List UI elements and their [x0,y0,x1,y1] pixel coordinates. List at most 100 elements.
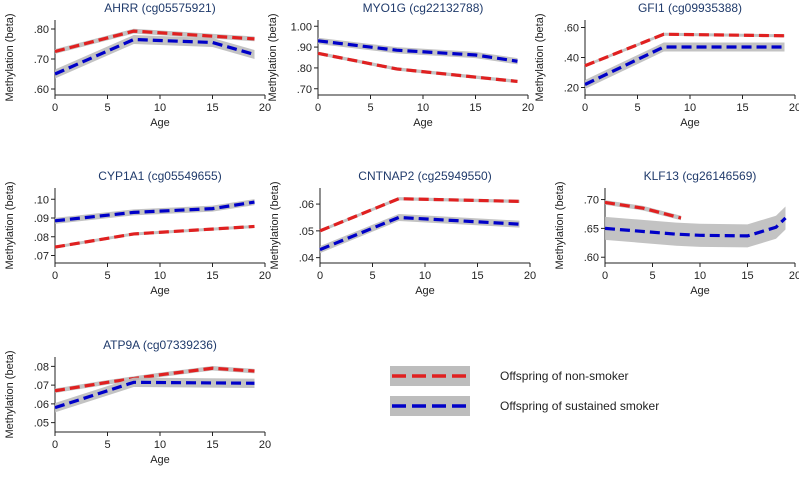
y-tick-label: .07 [34,380,49,392]
x-tick-label: 5 [369,270,375,282]
x-tick-label: 20 [259,102,271,114]
series-line-non-smoker [317,51,518,84]
series-line-sustained-smoker [319,215,520,252]
x-tick-label: 5 [104,439,110,451]
x-tick-label: 10 [684,102,696,114]
chart-title: AHRR (cg05575921) [104,1,215,15]
x-tick-label: 5 [104,102,110,114]
x-tick-label: 0 [602,270,608,282]
x-axis-label: Age [413,117,433,129]
y-tick-label: .04 [299,253,314,265]
y-tick-label: .60 [564,23,579,35]
ci-band-sustained-smoker [55,199,255,224]
x-axis-label: Age [150,454,170,466]
chart-title: GFI1 (cg09935388) [638,1,742,15]
series-line-non-smoker [54,224,255,249]
y-tick-label: .10 [34,194,49,206]
ci-band-sustained-smoker [605,206,786,248]
y-tick-label: .60 [34,84,49,96]
chart-panel-1: MYO1G (cg22132788) 0 5 10 15 20 Age .70 .80 .90 1.… [267,1,534,129]
x-tick-label: 10 [154,439,166,451]
y-axis-label: Methylation (beta) [534,13,546,101]
x-tick-label: 0 [582,102,588,114]
x-axis-label: Age [690,285,710,297]
x-tick-label: 15 [469,102,481,114]
x-tick-label: 0 [317,270,323,282]
x-tick-label: 15 [741,270,753,282]
ci-band-sustained-smoker [318,37,518,65]
x-tick-label: 15 [206,270,218,282]
y-axis-label: Methylation (beta) [4,181,16,269]
y-tick-label: .40 [564,53,579,65]
ci-band-sustained-smoker [55,377,255,413]
x-tick-label: 10 [419,270,431,282]
x-axis-label: Age [150,285,170,297]
x-axis-label: Age [415,285,435,297]
legend-swatch-band-non_smoker [390,366,470,386]
series-line-sustained-smoker [54,200,255,223]
y-tick-label: .80 [34,24,49,36]
series-line-sustained-smoker [604,216,787,238]
chart-title: MYO1G (cg22132788) [363,1,484,15]
x-tick-label: 0 [52,102,58,114]
y-tick-label: .06 [299,199,314,211]
ci-band-non-smoker [605,200,681,221]
y-tick-label: .08 [34,361,49,373]
x-axis-label: Age [680,117,700,129]
chart-title: ATP9A (cg07339236) [103,338,217,352]
ci-band-non-smoker [320,197,520,233]
ci-band-sustained-smoker [55,35,255,79]
y-axis-label: Methylation (beta) [4,13,16,101]
x-tick-label: 0 [315,102,321,114]
y-tick-label: .05 [34,418,49,430]
x-tick-label: 20 [789,102,799,114]
chart-panel-3: CYP1A1 (cg05549655) 0 5 10 15 20 Age .07 .08 .09.… [4,169,271,297]
ci-band-sustained-smoker [320,213,520,254]
series-line-non-smoker [319,197,520,233]
y-tick-label: .90 [297,42,312,54]
y-tick-label: .70 [584,195,599,207]
x-tick-label: 15 [471,270,483,282]
y-axis-label: Methylation (beta) [554,181,566,269]
x-tick-label: 10 [417,102,429,114]
x-tick-label: 10 [154,102,166,114]
legend-swatch-band-sustained_smoker [390,396,470,416]
series-line-non-smoker [584,32,785,68]
x-tick-label: 0 [52,270,58,282]
series-line-non-smoker [54,29,255,54]
y-tick-label: .60 [584,252,599,264]
y-tick-label: .05 [299,226,314,238]
chart-panel-5: KLF13 (cg26146569) 0 5 10 15 20 Age .60 .65 .70 Me… [554,169,799,297]
y-tick-label: .09 [34,213,49,225]
chart-title: CYP1A1 (cg05549655) [98,169,221,183]
y-tick-label: 1.00 [291,21,312,33]
chart-title: KLF13 (cg26146569) [644,169,757,183]
y-axis-label: Methylation (beta) [269,181,281,269]
y-tick-label: .70 [297,84,312,96]
y-tick-label: .08 [34,232,49,244]
chart-title: CNTNAP2 (cg25949550) [358,169,491,183]
x-tick-label: 10 [154,270,166,282]
y-tick-label: .07 [34,251,49,263]
series-line-sustained-smoker [584,45,785,86]
series-line-non-smoker [54,366,255,393]
x-tick-label: 5 [104,270,110,282]
legend: Offspring of non-smoker Offspring of sust… [390,366,659,416]
legend-label-non_smoker: Offspring of non-smoker [500,369,629,383]
series-line-sustained-smoker [317,39,518,63]
x-axis-label: Age [150,117,170,129]
x-tick-label: 15 [736,102,748,114]
chart-panel-4: CNTNAP2 (cg25949550) 0 5 10 15 20 Age .04 .05 .06… [269,169,536,297]
x-tick-label: 5 [649,270,655,282]
x-tick-label: 20 [789,270,799,282]
y-tick-label: .20 [564,83,579,95]
series-line-sustained-smoker [54,380,255,410]
chart-panel-2: GFI1 (cg09935388) 0 5 10 15 20 Age .20 .40 .60 Met… [534,1,799,129]
x-tick-label: 20 [524,270,536,282]
x-tick-label: 15 [206,102,218,114]
x-tick-label: 20 [259,270,271,282]
x-tick-label: 20 [522,102,534,114]
y-axis-label: Methylation (beta) [267,13,279,101]
